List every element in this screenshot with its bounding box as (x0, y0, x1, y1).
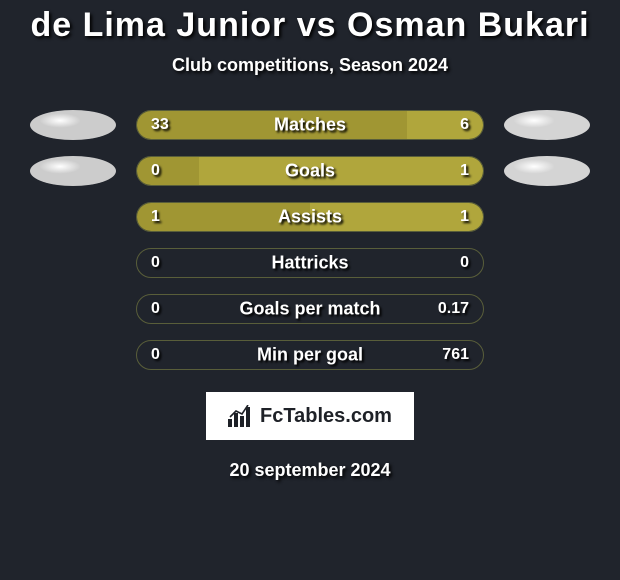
stat-value-right: 0 (460, 254, 469, 272)
stat-bar: 33 Matches 6 (136, 110, 484, 140)
avatar-spacer (504, 202, 590, 232)
stat-row-hattricks: 0 Hattricks 0 (0, 248, 620, 278)
stat-bar: 0 Hattricks 0 (136, 248, 484, 278)
stat-row-goals: 0 Goals 1 (0, 156, 620, 186)
bar-fill-left (137, 203, 310, 231)
stat-value-left: 0 (151, 162, 160, 180)
stat-value-right: 0.17 (438, 300, 469, 318)
page-subtitle: Club competitions, Season 2024 (172, 55, 448, 76)
bar-fill-left (137, 111, 407, 139)
stat-value-left: 33 (151, 116, 169, 134)
stat-value-right: 1 (460, 162, 469, 180)
avatar-right (504, 156, 590, 186)
avatar-spacer (504, 248, 590, 278)
stat-value-left: 0 (151, 300, 160, 318)
stat-label: Min per goal (137, 345, 483, 366)
stat-bar: 0 Goals per match 0.17 (136, 294, 484, 324)
page-title: de Lima Junior vs Osman Bukari (30, 6, 589, 45)
bar-chart-icon (228, 405, 254, 427)
stat-value-left: 1 (151, 208, 160, 226)
brand-logo: FcTables.com (206, 392, 414, 440)
bar-fill-right (199, 157, 483, 185)
stat-value-right: 1 (460, 208, 469, 226)
avatar-spacer (504, 294, 590, 324)
stat-label: Hattricks (137, 253, 483, 274)
stat-bar: 1 Assists 1 (136, 202, 484, 232)
stat-label: Goals per match (137, 299, 483, 320)
comparison-infographic: de Lima Junior vs Osman Bukari Club comp… (0, 0, 620, 481)
stat-bar: 0 Goals 1 (136, 156, 484, 186)
stat-row-matches: 33 Matches 6 (0, 110, 620, 140)
avatar-spacer (504, 340, 590, 370)
date-stamp: 20 september 2024 (229, 460, 390, 481)
avatar-spacer (30, 340, 116, 370)
stat-value-right: 6 (460, 116, 469, 134)
stat-value-left: 0 (151, 254, 160, 272)
stat-value-right: 761 (442, 346, 469, 364)
stat-row-assists: 1 Assists 1 (0, 202, 620, 232)
avatar-spacer (30, 202, 116, 232)
avatar-left (30, 110, 116, 140)
stat-row-gpm: 0 Goals per match 0.17 (0, 294, 620, 324)
stat-row-mpg: 0 Min per goal 761 (0, 340, 620, 370)
avatar-spacer (30, 294, 116, 324)
avatar-spacer (30, 248, 116, 278)
bar-fill-right (310, 203, 483, 231)
stat-value-left: 0 (151, 346, 160, 364)
avatar-left (30, 156, 116, 186)
brand-text: FcTables.com (260, 405, 392, 428)
avatar-right (504, 110, 590, 140)
bar-fill-right (407, 111, 483, 139)
stat-bar: 0 Min per goal 761 (136, 340, 484, 370)
bar-fill-left (137, 157, 199, 185)
